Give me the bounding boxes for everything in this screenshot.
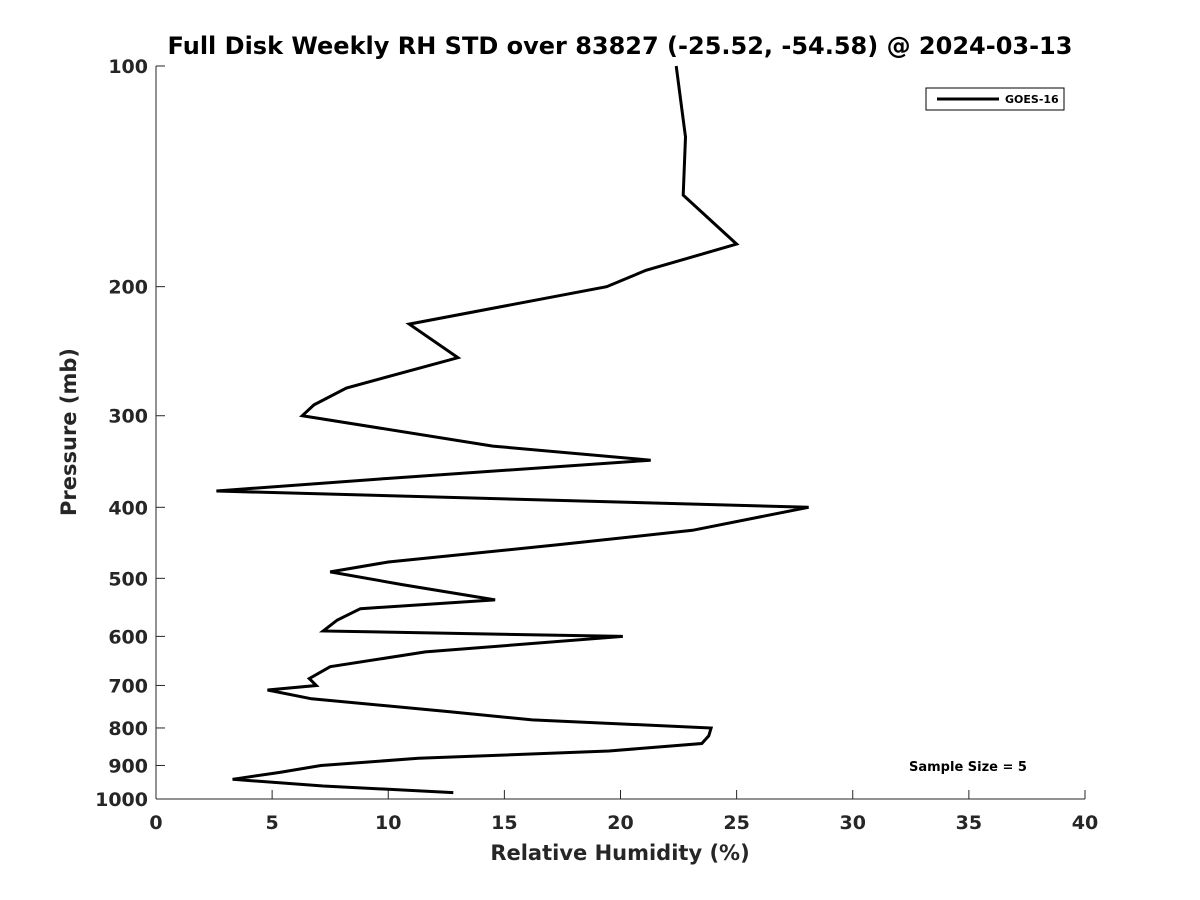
sample-size-annotation: Sample Size = 5 [909,760,1027,775]
y-tick-label: 200 [108,277,148,299]
x-ticks: 0 5 10 15 20 25 30 35 40 [149,790,1098,834]
x-tick-label: 40 [1072,812,1098,834]
x-tick-label: 25 [723,812,749,834]
chart-title: Full Disk Weekly RH STD over 83827 (-25.… [168,32,1073,60]
series-line-goes-16 [216,65,809,795]
y-tick-label: 900 [108,755,148,777]
legend-entry-goes-16: GOES-16 [1005,93,1059,106]
y-axis-label: Pressure (mb) [57,348,81,516]
axes [155,66,1085,800]
y-tick-label: 300 [108,406,148,428]
y-tick-label: 800 [108,718,148,740]
x-tick-label: 10 [375,812,401,834]
x-tick-label: 35 [956,812,982,834]
y-tick-label: 100 [108,56,148,78]
x-tick-label: 20 [607,812,633,834]
x-axis-label: Relative Humidity (%) [490,841,749,865]
y-tick-label: 400 [108,497,148,519]
x-tick-label: 0 [149,812,162,834]
y-tick-label: 1000 [95,789,148,811]
x-tick-label: 5 [266,812,279,834]
y-tick-label: 600 [108,626,148,648]
y-ticks: 100 200 300 400 500 600 700 800 900 1000 [95,56,165,811]
legend: GOES-16 [925,87,1065,111]
x-tick-label: 15 [491,812,517,834]
x-tick-label: 30 [840,812,866,834]
series-group [216,65,809,795]
y-tick-label: 700 [108,675,148,697]
y-tick-label: 500 [108,568,148,590]
